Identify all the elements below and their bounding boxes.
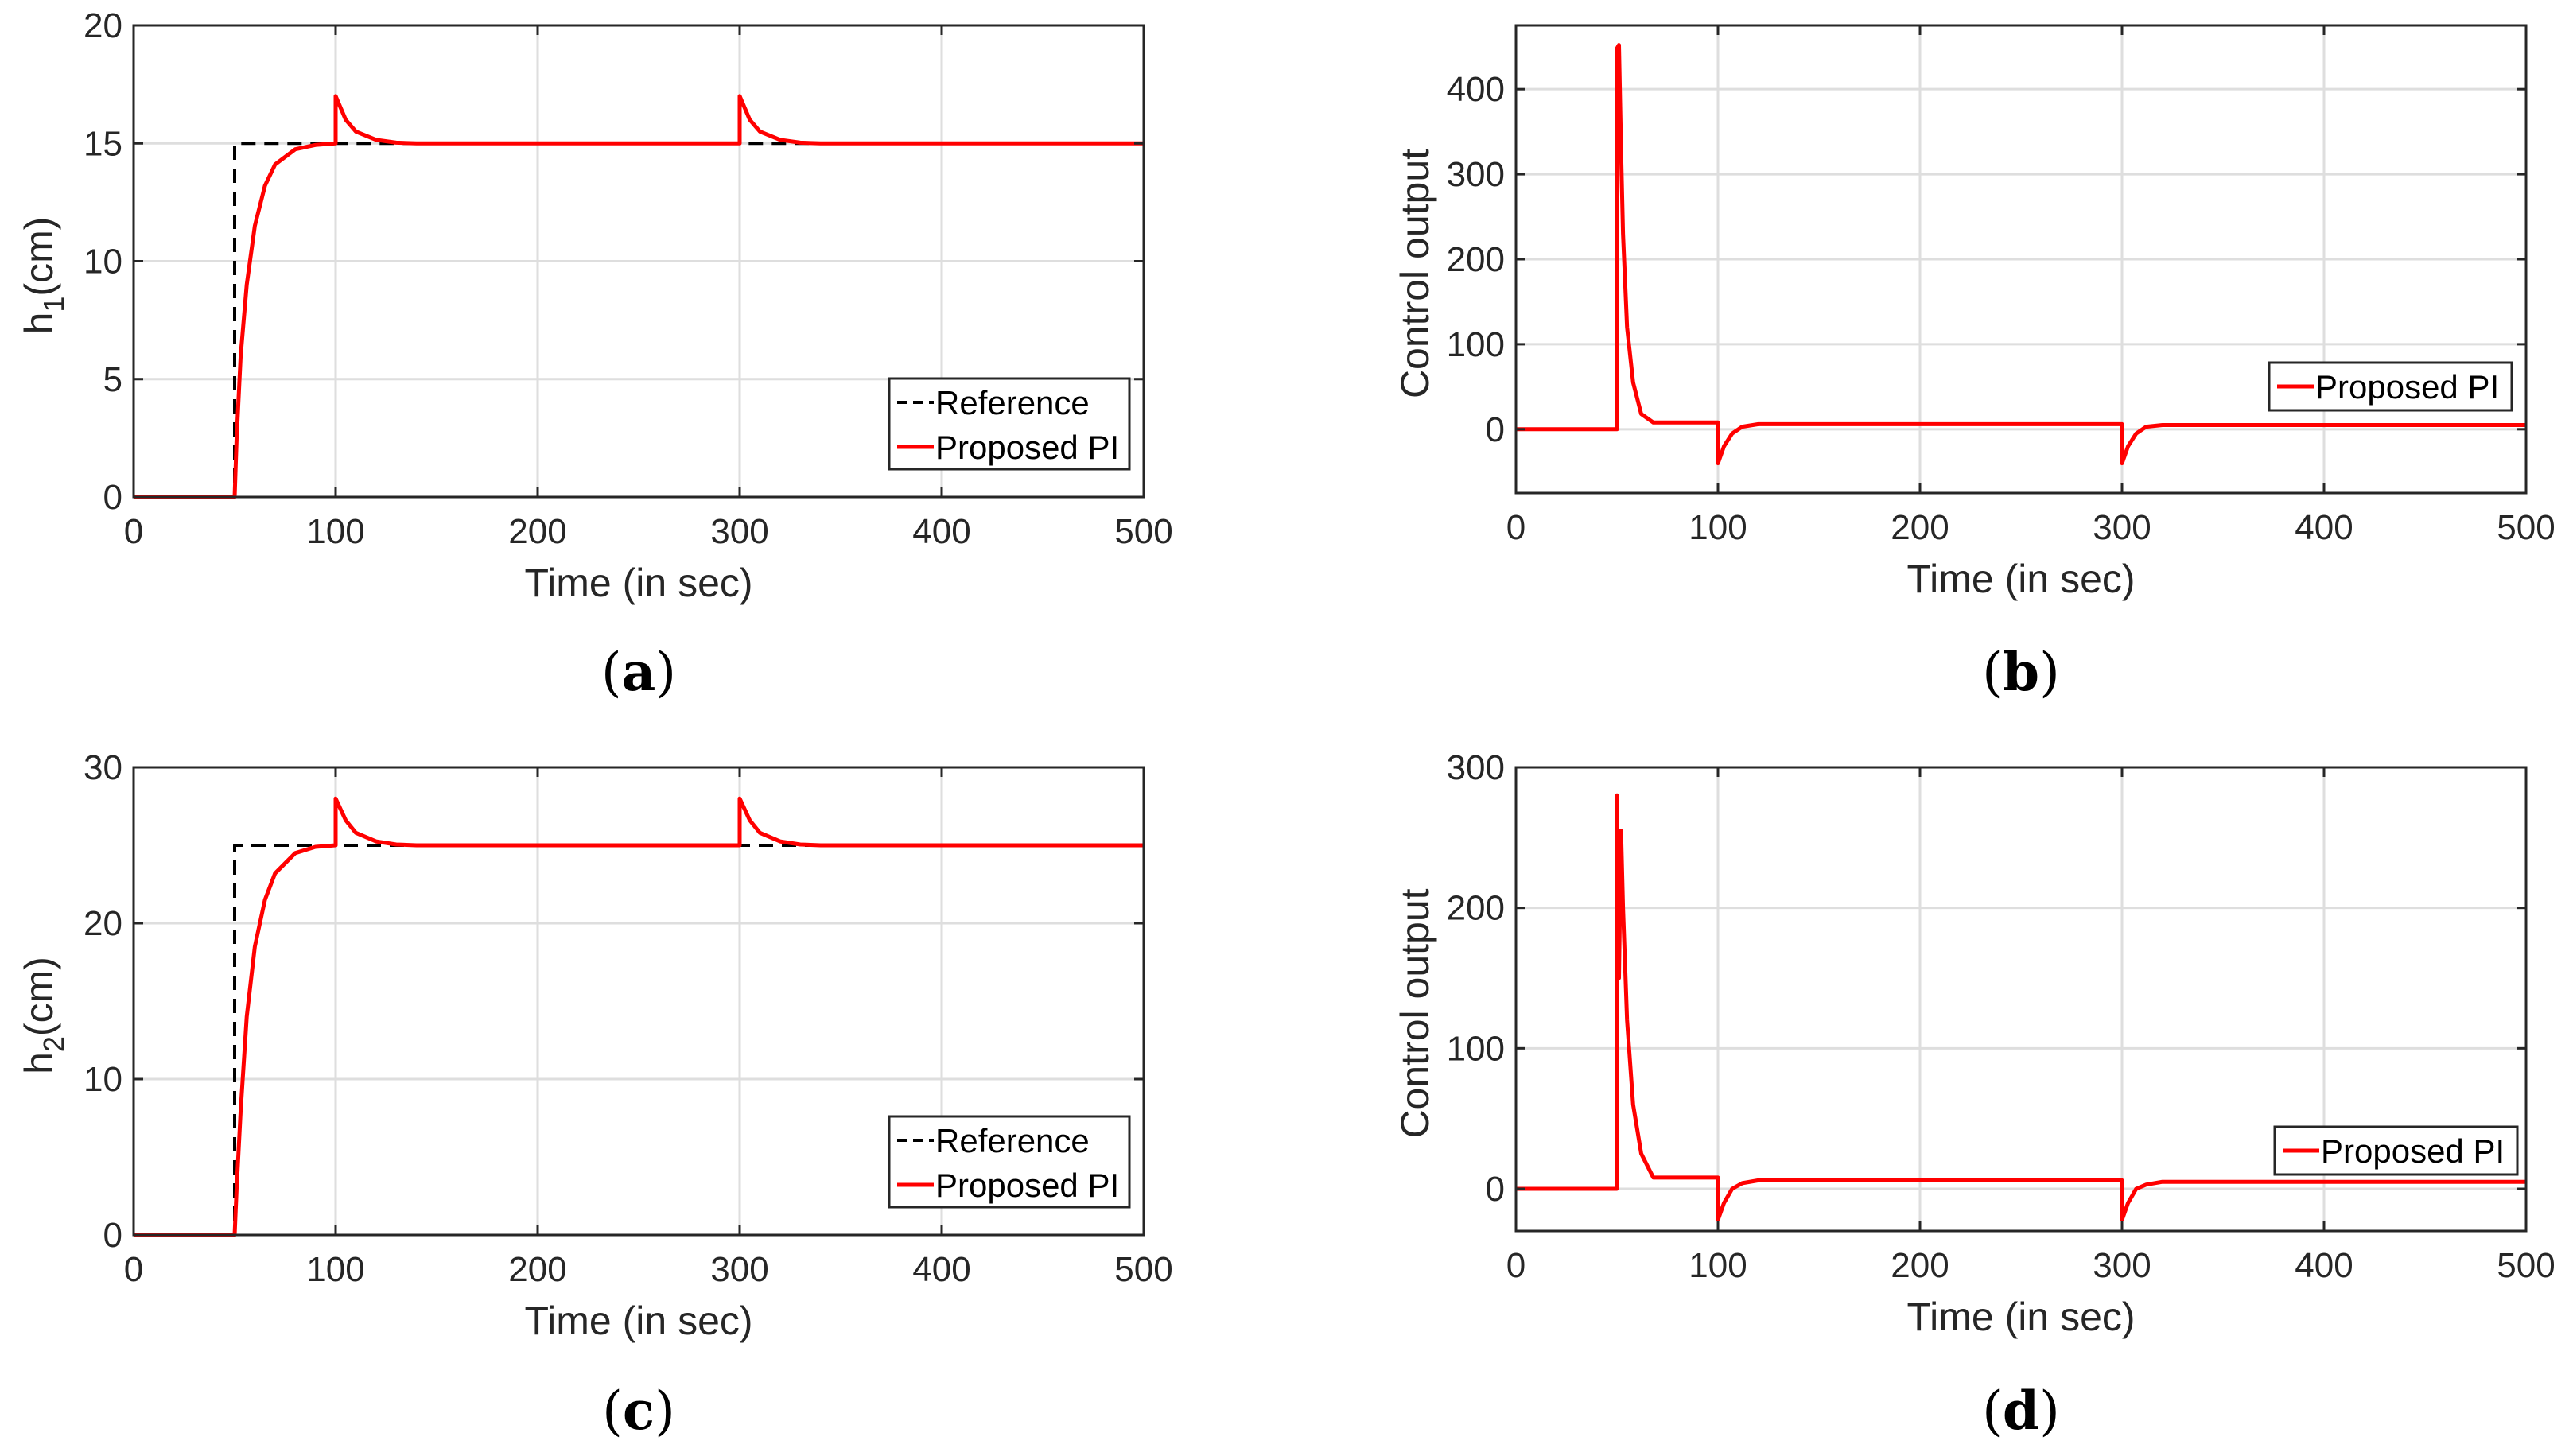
- x-tick-label: 300: [2093, 508, 2151, 547]
- x-tick-label: 400: [912, 512, 970, 551]
- y-tick-label: 10: [84, 1060, 122, 1099]
- y-tick-label: 0: [103, 1216, 122, 1255]
- x-tick-label: 400: [2295, 1246, 2353, 1285]
- x-axis-label: Time (in sec): [524, 561, 752, 605]
- legend-label-proposed-pi: Proposed PI: [935, 429, 1119, 466]
- legend: Proposed PI: [2268, 361, 2513, 412]
- caption-open-paren: (: [1982, 1380, 2003, 1442]
- y-tick-label: 300: [1447, 155, 1505, 194]
- x-tick-label: 0: [124, 1250, 143, 1289]
- x-axis-label: Time (in sec): [524, 1299, 752, 1343]
- series-line-proposed-pi: [1516, 43, 2526, 466]
- x-tick-label: 200: [1891, 508, 1949, 547]
- caption-open-paren: (: [1982, 642, 2003, 703]
- x-tick-label: 300: [710, 1250, 768, 1289]
- y-axis-label-suffix: (cm): [17, 957, 61, 1036]
- y-axis-label: h1(cm): [17, 217, 70, 335]
- y-tick-label: 200: [1447, 240, 1505, 279]
- x-tick-label: 100: [306, 512, 364, 551]
- x-tick-label: 100: [1689, 508, 1747, 547]
- x-tick-label: 0: [1506, 508, 1525, 547]
- legend-label-reference: Reference: [935, 384, 1090, 421]
- caption-open-paren: (: [601, 642, 622, 703]
- x-tick-label: 200: [508, 1250, 566, 1289]
- y-tick-label: 20: [84, 6, 122, 45]
- x-tick-label: 0: [124, 512, 143, 551]
- x-tick-label: 0: [1506, 1246, 1525, 1285]
- y-axis-label-subscript: 1: [37, 297, 70, 313]
- caption-letter: a: [622, 641, 656, 703]
- y-tick-label: 30: [84, 748, 122, 787]
- legend-label-proposed-pi: Proposed PI: [2321, 1132, 2505, 1170]
- y-tick-label: 400: [1447, 70, 1505, 109]
- x-axis-label: Time (in sec): [1906, 557, 2135, 601]
- legend-box: [888, 1115, 1131, 1209]
- caption-open-paren: (: [602, 1380, 623, 1442]
- x-tick-label: 300: [2093, 1246, 2151, 1285]
- x-tick-label: 300: [710, 512, 768, 551]
- legend: Reference Proposed PI: [888, 377, 1131, 471]
- caption-close-paren: ): [2039, 642, 2060, 703]
- series-line-proposed-pi: [134, 796, 1144, 1237]
- y-tick-label: 20: [84, 904, 122, 943]
- legend-box: [888, 377, 1131, 471]
- y-axis-label-suffix: (cm): [17, 217, 61, 297]
- y-tick-label: 10: [84, 243, 122, 281]
- x-tick-label: 100: [1689, 1246, 1747, 1285]
- legend-label-reference: Reference: [935, 1122, 1090, 1159]
- y-axis-label: Control output: [1393, 149, 1437, 398]
- y-tick-label: 0: [1486, 1170, 1505, 1209]
- x-tick-label: 500: [1114, 1250, 1172, 1289]
- y-axis-label: h2(cm): [17, 957, 70, 1074]
- panel-caption: (a): [601, 641, 676, 703]
- y-tick-label: 100: [1447, 325, 1505, 364]
- legend: Reference Proposed PI: [888, 1115, 1131, 1209]
- x-tick-label: 500: [2497, 1246, 2555, 1285]
- y-axis-label-main: h: [17, 1052, 61, 1074]
- panel-d: 0 100 200 300 400 500 0 100 200 300 Time (in sec) C…: [1393, 748, 2555, 1442]
- x-tick-label: 400: [2295, 508, 2353, 547]
- caption-close-paren: ): [655, 1380, 675, 1442]
- caption-close-paren: ): [2039, 1380, 2060, 1442]
- x-tick-label: 500: [1114, 512, 1172, 551]
- panel-caption: (b): [1982, 641, 2060, 703]
- y-axis-label: Control output: [1393, 888, 1437, 1138]
- panel-b: 0 100 200 300 400 500 0 100 200 300 400 Time (in se…: [1393, 24, 2555, 703]
- series-line-proposed-pi: [134, 94, 1144, 499]
- legend: Proposed PI: [2273, 1125, 2519, 1176]
- caption-letter: b: [2003, 641, 2039, 703]
- y-tick-label: 0: [103, 478, 122, 517]
- y-tick-label: 0: [1486, 410, 1505, 449]
- caption-close-paren: ): [655, 642, 676, 703]
- panel-caption: (d): [1982, 1380, 2060, 1442]
- panel-caption: (c): [602, 1380, 675, 1442]
- x-tick-label: 500: [2497, 508, 2555, 547]
- y-tick-label: 15: [84, 124, 122, 163]
- caption-letter: c: [623, 1380, 655, 1442]
- y-tick-label: 100: [1447, 1029, 1505, 1068]
- legend-label-proposed-pi: Proposed PI: [935, 1167, 1119, 1204]
- x-tick-label: 400: [912, 1250, 970, 1289]
- y-tick-label: 300: [1447, 748, 1505, 787]
- axes-box: [132, 766, 1145, 1237]
- y-axis-label-subscript: 2: [37, 1036, 70, 1052]
- legend-label-proposed-pi: Proposed PI: [2315, 368, 2499, 406]
- x-tick-label: 100: [306, 1250, 364, 1289]
- x-tick-label: 200: [1891, 1246, 1949, 1285]
- axes-box: [1514, 766, 2528, 1233]
- y-axis-label-main: h: [17, 313, 61, 335]
- y-tick-label: 200: [1447, 889, 1505, 928]
- caption-letter: d: [2003, 1380, 2039, 1442]
- series-line-proposed-pi: [1516, 793, 2526, 1222]
- x-tick-label: 200: [508, 512, 566, 551]
- x-axis-label: Time (in sec): [1906, 1295, 2135, 1339]
- y-tick-label: 5: [103, 360, 122, 399]
